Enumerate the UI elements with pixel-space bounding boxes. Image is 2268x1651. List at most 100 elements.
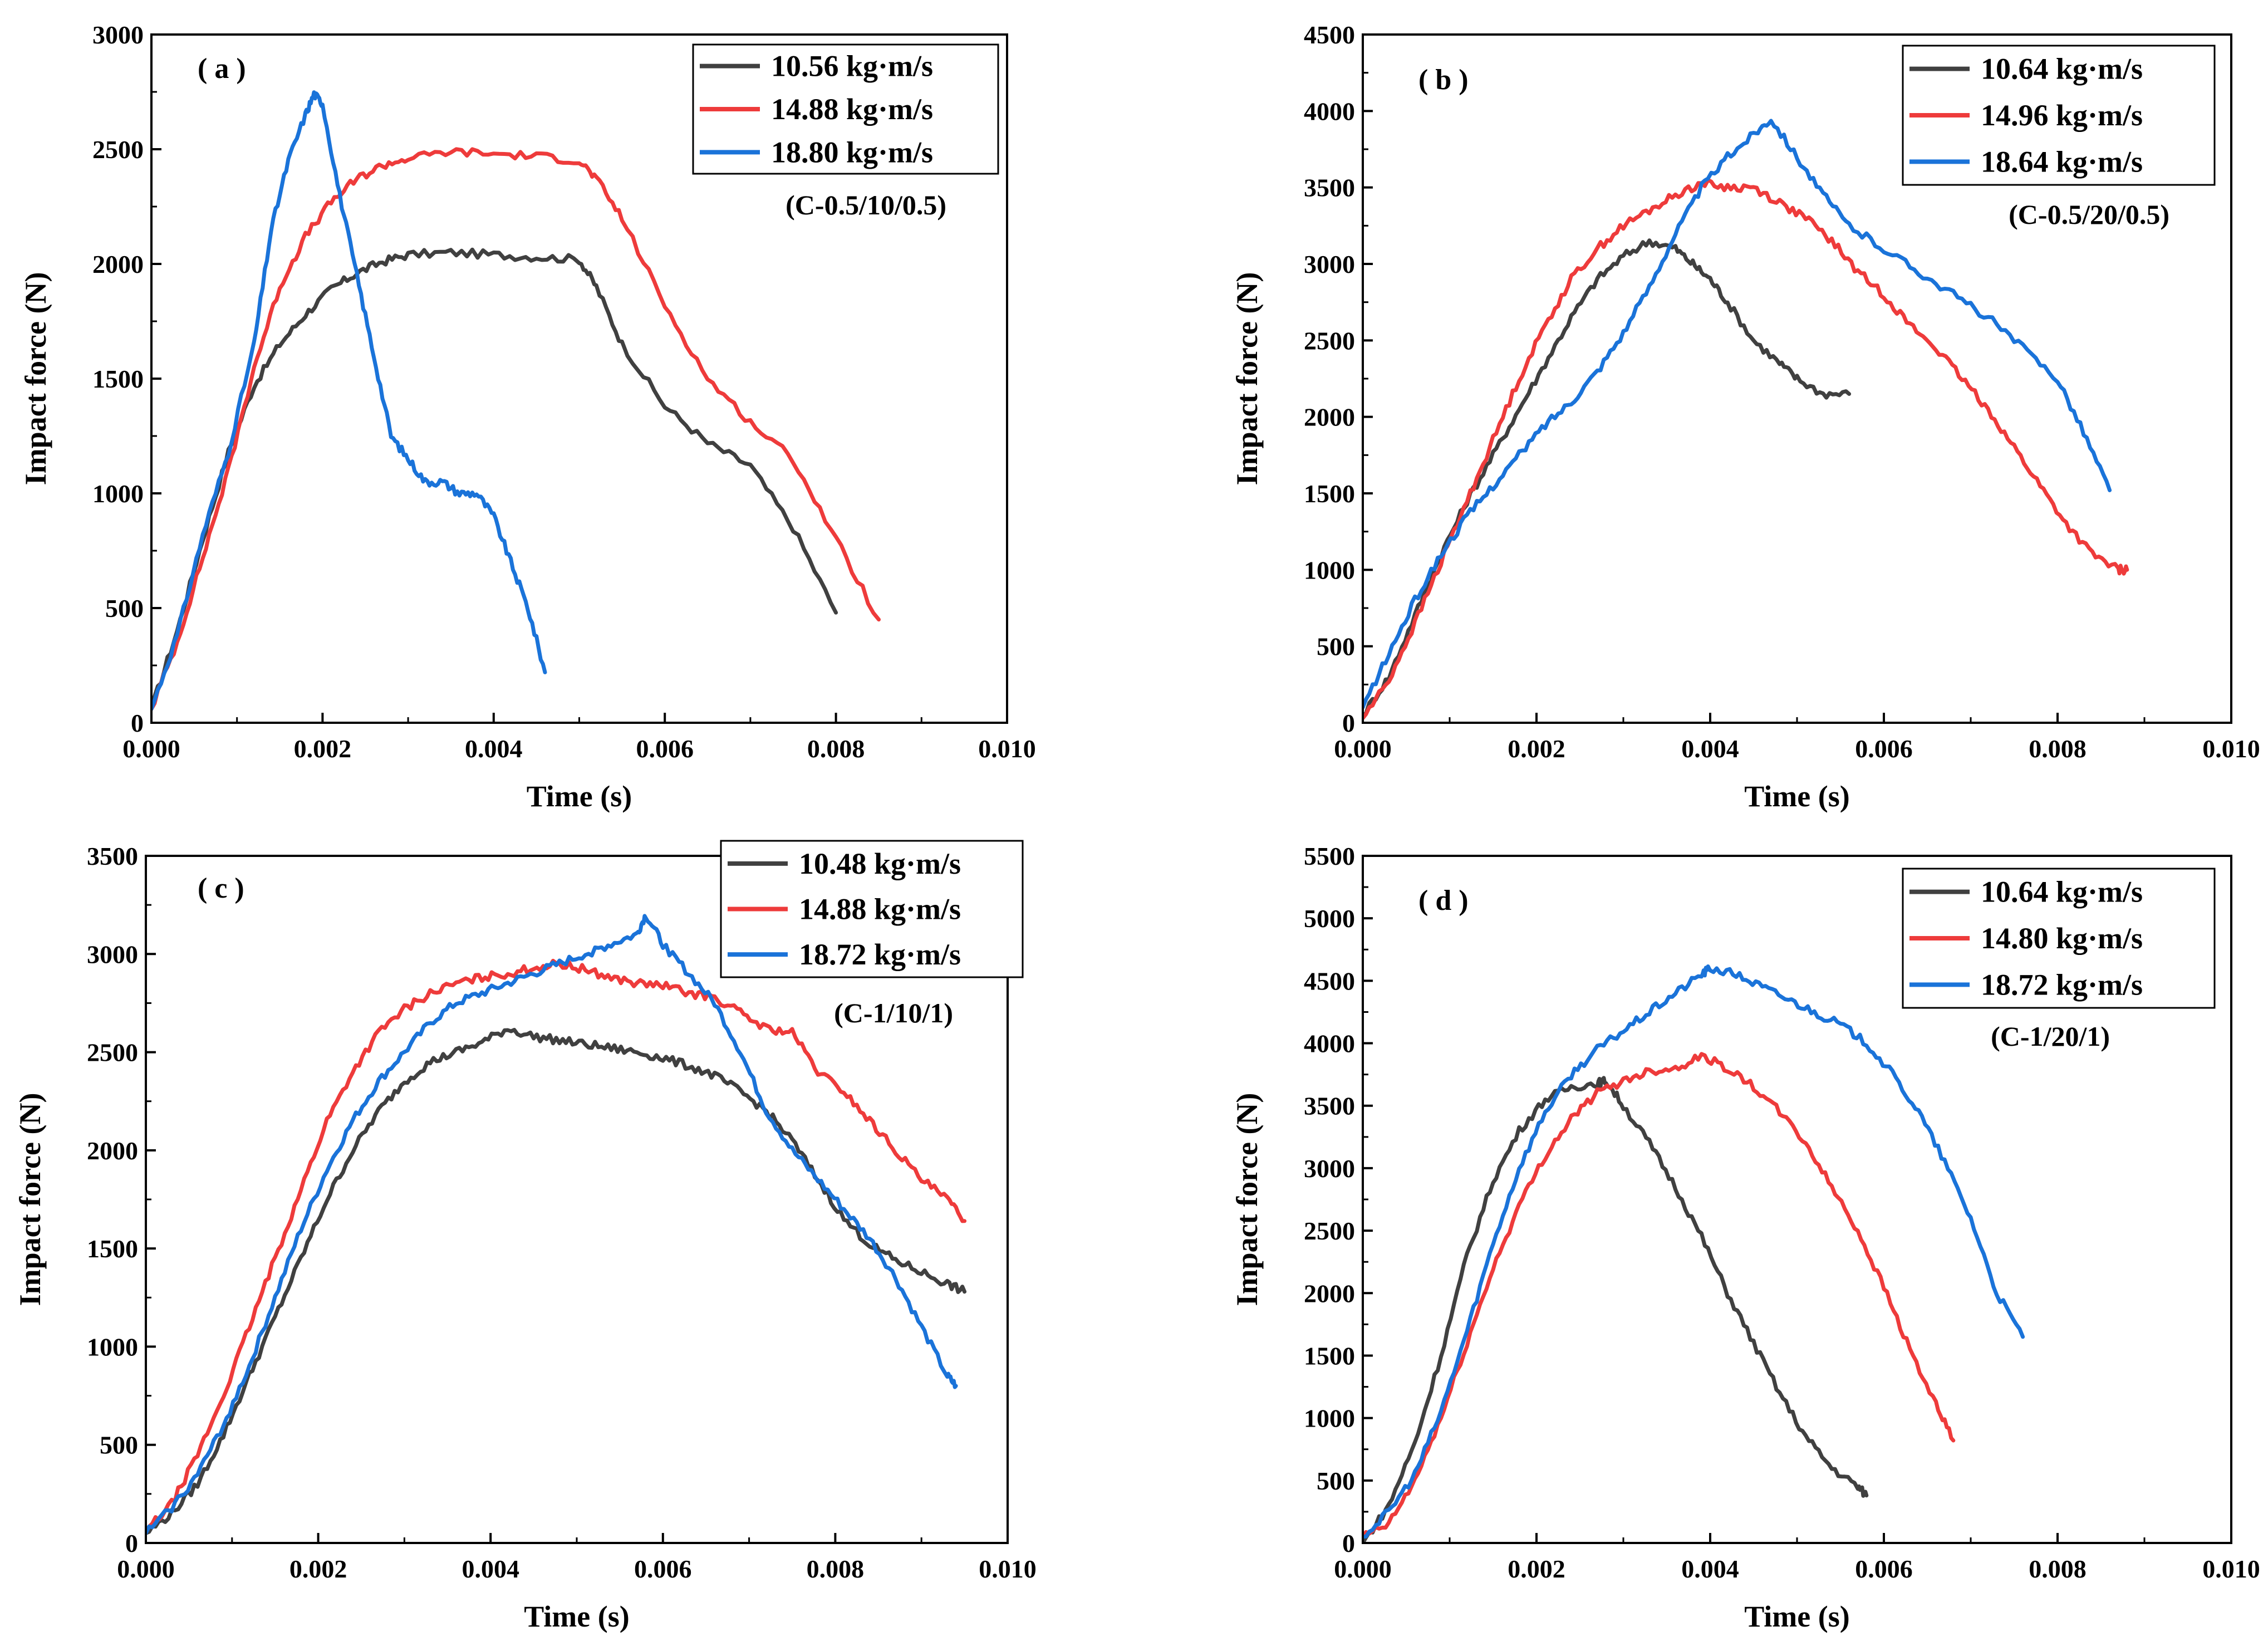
y-tick-label: 4000 bbox=[1304, 97, 1355, 125]
legend-entry: 14.80 kg·m/s bbox=[1981, 922, 2143, 955]
y-axis-label: Impact force (N) bbox=[13, 1093, 47, 1306]
series-line-1 bbox=[1363, 1076, 1869, 1543]
y-tick-label: 5500 bbox=[1304, 842, 1355, 870]
y-tick-label: 4000 bbox=[1304, 1030, 1355, 1058]
y-tick-label: 4500 bbox=[1304, 967, 1355, 995]
series-line-1 bbox=[146, 1027, 967, 1535]
specimen-label: (C-0.5/10/0.5) bbox=[786, 189, 946, 221]
legend: 10.48 kg·m/s 14.88 kg·m/s 18.72 kg·m/s bbox=[720, 840, 1024, 978]
y-tick-label: 1500 bbox=[1304, 479, 1355, 508]
panel-label: ( b ) bbox=[1418, 64, 1469, 96]
y-tick-label: 500 bbox=[105, 594, 144, 623]
y-tick-label: 2000 bbox=[1304, 1279, 1355, 1307]
series-line-3 bbox=[1363, 964, 2025, 1539]
x-tick-label: 0.004 bbox=[462, 1555, 519, 1583]
y-tick-label: 0 bbox=[125, 1529, 138, 1557]
y-tick-label: 3500 bbox=[87, 842, 138, 870]
y-tick-label: 2000 bbox=[1304, 403, 1355, 432]
x-tick-label: 0.010 bbox=[2202, 1555, 2260, 1583]
panel-label: ( c ) bbox=[198, 873, 244, 904]
x-tick-label: 0.000 bbox=[1334, 1555, 1392, 1583]
y-tick-label: 2500 bbox=[1304, 1217, 1355, 1245]
x-tick-label: 0.002 bbox=[294, 734, 352, 763]
legend-entry: 14.96 kg·m/s bbox=[1981, 99, 2143, 132]
x-tick-label: 0.006 bbox=[636, 734, 694, 763]
y-tick-label: 3000 bbox=[1304, 1154, 1355, 1183]
y-tick-label: 500 bbox=[1317, 633, 1355, 661]
y-tick-label: 3000 bbox=[92, 21, 144, 49]
y-tick-label: 1500 bbox=[87, 1234, 138, 1263]
y-tick-label: 500 bbox=[100, 1431, 138, 1459]
legend-entry: 18.72 kg·m/s bbox=[1981, 968, 2143, 1001]
legend-entry: 10.56 kg·m/s bbox=[771, 50, 933, 83]
y-tick-label: 1000 bbox=[1304, 556, 1355, 584]
x-tick-label: 0.002 bbox=[1508, 734, 1565, 763]
series-line-3 bbox=[146, 914, 958, 1535]
chart-panel-b: 0 500 1000 1500 2000 2500 3000 3500 4000 4500 0.00… bbox=[1230, 21, 2260, 813]
y-tick-label: 2000 bbox=[92, 250, 144, 278]
specimen-label: (C-1/10/1) bbox=[834, 997, 953, 1028]
y-tick-label: 0 bbox=[131, 709, 144, 737]
series-line-2 bbox=[1363, 1052, 1956, 1539]
series-line-2 bbox=[151, 147, 881, 711]
legend: 10.64 kg·m/s 14.96 kg·m/s 18.64 kg·m/s bbox=[1902, 45, 2216, 186]
chart-panel-c: 0 500 1000 1500 2000 2500 3000 3500 0.000 0.002 0.… bbox=[13, 840, 1037, 1633]
y-tick-label: 4500 bbox=[1304, 21, 1355, 49]
x-axis-label: Time (s) bbox=[524, 1600, 629, 1633]
legend-entry: 18.64 kg·m/s bbox=[1981, 145, 2143, 178]
x-tick-label: 0.006 bbox=[1855, 734, 1913, 763]
x-axis-label: Time (s) bbox=[1744, 780, 1849, 813]
series-line-3 bbox=[151, 90, 547, 711]
x-axis-label: Time (s) bbox=[1744, 1600, 1849, 1633]
x-tick-label: 0.000 bbox=[117, 1555, 175, 1583]
x-tick-label: 0.008 bbox=[807, 734, 865, 763]
x-tick-label: 0.006 bbox=[634, 1555, 692, 1583]
y-tick-label: 3500 bbox=[1304, 174, 1355, 202]
legend-entry: 10.64 kg·m/s bbox=[1981, 52, 2143, 86]
y-tick-label: 5000 bbox=[1304, 904, 1355, 933]
y-tick-label: 1500 bbox=[92, 365, 144, 393]
series-line-2 bbox=[1363, 178, 2129, 721]
x-tick-label: 0.002 bbox=[1508, 1555, 1565, 1583]
x-tick-label: 0.010 bbox=[979, 1555, 1037, 1583]
x-tick-label: 0.010 bbox=[978, 734, 1036, 763]
specimen-label: (C-1/20/1) bbox=[1991, 1021, 2110, 1052]
x-tick-label: 0.004 bbox=[1681, 1555, 1739, 1583]
panel-label: ( a ) bbox=[198, 53, 246, 85]
x-tick-label: 0.010 bbox=[2202, 734, 2260, 763]
y-tick-label: 1000 bbox=[92, 479, 144, 508]
y-tick-label: 2000 bbox=[87, 1136, 138, 1165]
y-tick-label: 3000 bbox=[1304, 250, 1355, 278]
x-axis-label: Time (s) bbox=[527, 780, 632, 813]
y-tick-label: 1000 bbox=[1304, 1404, 1355, 1433]
x-tick-label: 0.000 bbox=[122, 734, 180, 763]
specimen-label: (C-0.5/20/0.5) bbox=[2009, 199, 2169, 230]
x-tick-label: 0.008 bbox=[2029, 1555, 2087, 1583]
y-tick-label: 0 bbox=[1342, 1529, 1355, 1557]
y-axis-label: Impact force (N) bbox=[1230, 1093, 1264, 1306]
legend-entry: 18.72 kg·m/s bbox=[799, 938, 961, 971]
chart-panel-d: 0 500 1000 1500 2000 2500 3000 3500 4000 4500 5000… bbox=[1230, 842, 2260, 1633]
y-tick-label: 3500 bbox=[1304, 1092, 1355, 1120]
legend-entry: 10.48 kg·m/s bbox=[799, 847, 961, 880]
legend-entry: 14.88 kg·m/s bbox=[799, 893, 961, 926]
legend: 10.64 kg·m/s 14.80 kg·m/s 18.72 kg·m/s bbox=[1902, 868, 2216, 1009]
y-tick-label: 1500 bbox=[1304, 1341, 1355, 1370]
x-tick-label: 0.004 bbox=[1681, 734, 1739, 763]
y-tick-label: 1000 bbox=[87, 1332, 138, 1361]
y-axis-label: Impact force (N) bbox=[1230, 272, 1264, 486]
y-tick-label: 2500 bbox=[87, 1038, 138, 1067]
y-tick-label: 2500 bbox=[92, 135, 144, 164]
y-tick-label: 2500 bbox=[1304, 326, 1355, 355]
legend: 10.56 kg·m/s 14.88 kg·m/s 18.80 kg·m/s bbox=[692, 43, 999, 175]
legend-entry: 14.88 kg·m/s bbox=[771, 92, 933, 126]
x-tick-label: 0.006 bbox=[1855, 1555, 1913, 1583]
x-tick-label: 0.000 bbox=[1334, 734, 1392, 763]
legend-entry: 18.80 kg·m/s bbox=[771, 135, 933, 169]
y-tick-label: 0 bbox=[1342, 709, 1355, 737]
x-tick-label: 0.008 bbox=[2029, 734, 2087, 763]
x-tick-label: 0.004 bbox=[465, 734, 523, 763]
panel-label: ( d ) bbox=[1418, 885, 1469, 917]
y-tick-label: 500 bbox=[1317, 1467, 1355, 1495]
